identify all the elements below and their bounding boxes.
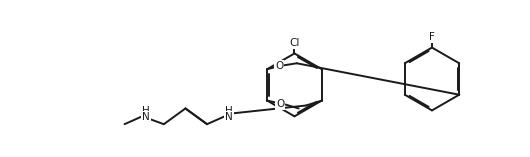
Text: N: N	[142, 112, 150, 122]
Text: O: O	[275, 61, 283, 71]
Text: N: N	[225, 112, 233, 122]
Text: F: F	[429, 32, 435, 42]
Text: Cl: Cl	[289, 38, 299, 48]
Text: O: O	[276, 99, 284, 108]
Text: H: H	[225, 106, 233, 116]
Text: H: H	[142, 106, 150, 116]
